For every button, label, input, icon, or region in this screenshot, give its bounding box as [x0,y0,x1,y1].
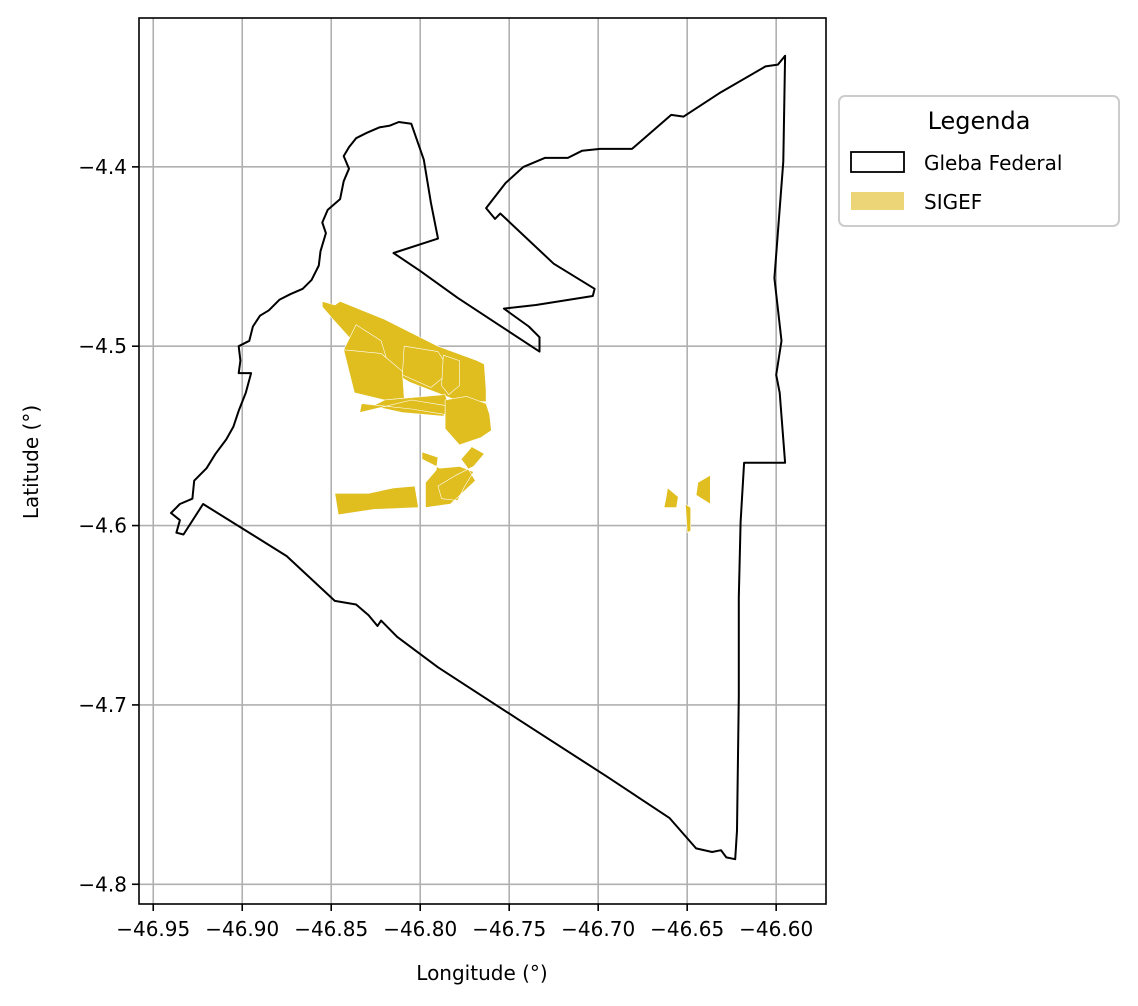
grid-lines [139,18,826,904]
x-tick-label: −46.65 [650,917,724,941]
sigef-parcel [421,446,485,508]
y-tick-label: −4.6 [78,514,127,538]
x-tick-label: −46.90 [205,917,279,941]
y-axis-title: Latitude (°) [19,405,43,519]
sigef-parcel [444,396,492,446]
plot-frame [138,17,827,905]
sigef-parcel [441,354,460,395]
y-axis: −4.4 −4.5 −4.6 −4.7 −4.8 [78,155,139,896]
x-tick-label: −46.70 [561,917,635,941]
legend-title: Legenda [928,107,1031,135]
y-tick-label: −4.8 [78,872,127,896]
legend-label-sigef: SIGEF [924,190,982,214]
legend-label-gleba-federal: Gleba Federal [924,151,1062,175]
x-axis-title: Longitude (°) [416,961,547,985]
x-tick-label: −46.75 [472,917,546,941]
sigef-parcel [334,485,419,516]
legend-swatch-sigef [851,192,904,210]
sigef-parcel [695,474,711,505]
y-tick-label: −4.4 [78,155,127,179]
sigef-parcel [685,503,692,534]
x-tick-label: −46.85 [294,917,368,941]
y-tick-label: −4.7 [78,693,127,717]
x-axis: −46.95 −46.90 −46.85 −46.80 −46.75 −46.70 −46.… [116,904,813,941]
gleba-federal-boundary [170,54,787,861]
sigef-layer [321,301,711,534]
sigef-parcel [402,345,451,388]
x-tick-label: −46.80 [383,917,457,941]
x-tick-label: −46.60 [739,917,813,941]
x-tick-label: −46.95 [116,917,190,941]
gleba-federal-layer [170,54,787,861]
sigef-parcel [663,487,679,508]
legend: Legenda Gleba Federal SIGEF [838,95,1120,227]
legend-swatch-gleba-federal [850,151,905,173]
sigef-parcel [359,399,446,415]
legend-box [838,95,1120,227]
y-tick-label: −4.5 [78,334,127,358]
